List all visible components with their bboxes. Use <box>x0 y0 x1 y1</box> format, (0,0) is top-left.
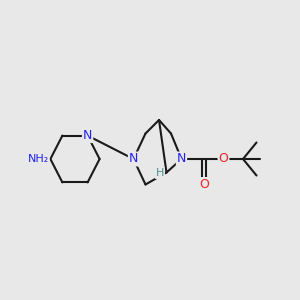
Text: H: H <box>156 168 164 178</box>
Text: O: O <box>219 152 228 166</box>
Text: N: N <box>129 152 138 166</box>
Text: NH₂: NH₂ <box>28 154 49 164</box>
Text: N: N <box>177 152 186 166</box>
Text: N: N <box>83 129 92 142</box>
Text: O: O <box>199 178 209 191</box>
